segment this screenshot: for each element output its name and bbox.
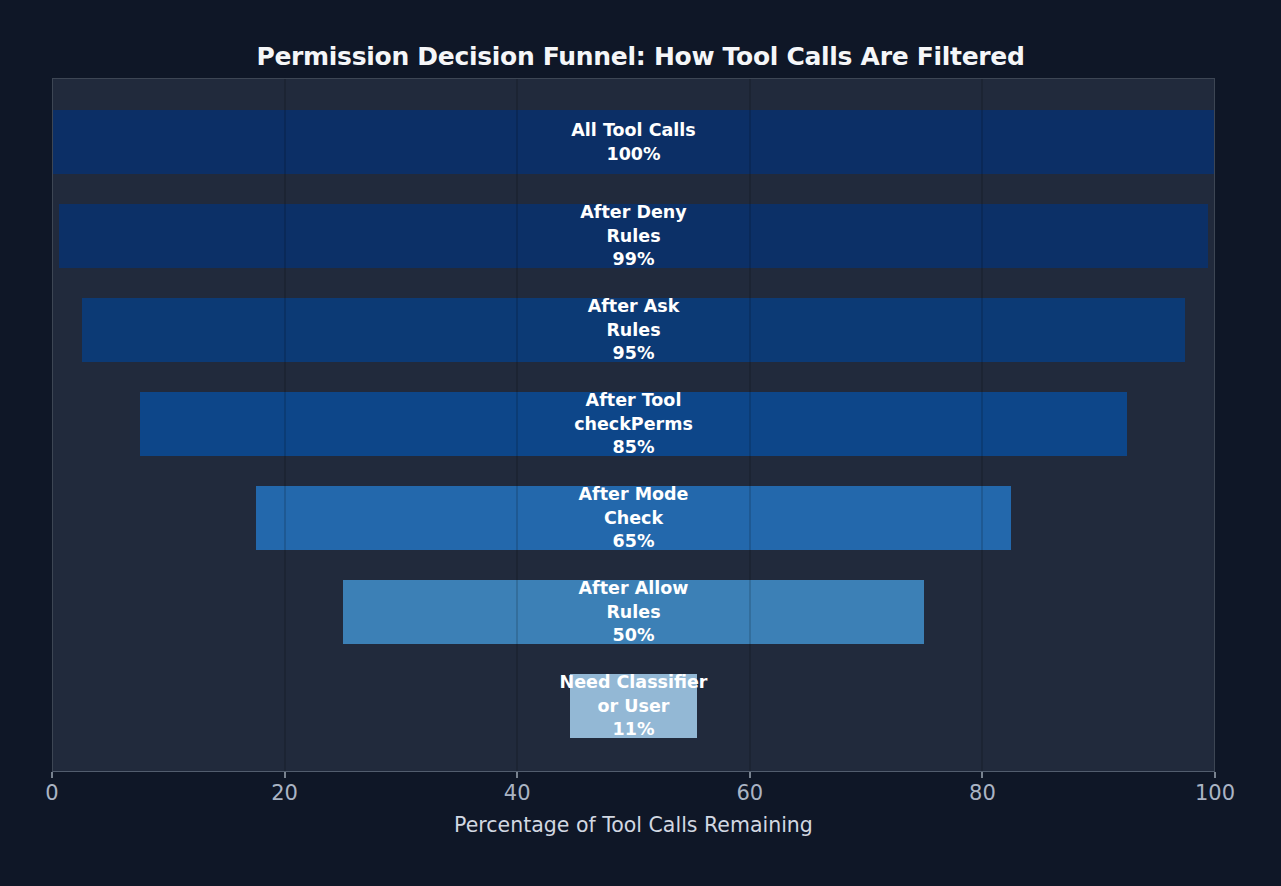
x-tick-mark xyxy=(749,772,751,778)
x-tick-label: 20 xyxy=(271,781,298,805)
bar-label-line: After Mode xyxy=(53,483,1214,507)
bar-label-line: After Deny xyxy=(53,201,1214,225)
x-tick-label: 100 xyxy=(1195,781,1235,805)
bar-label-line: 95% xyxy=(53,342,1214,366)
bar-label-line: checkPerms xyxy=(53,412,1214,436)
bar-label-line: After Tool xyxy=(53,389,1214,413)
bar-label-line: Need Classifier xyxy=(53,671,1214,695)
x-tick-mark xyxy=(284,772,286,778)
bar-label-line: All Tool Calls xyxy=(53,119,1214,143)
x-tick-label: 80 xyxy=(969,781,996,805)
bar-label-line: Rules xyxy=(53,318,1214,342)
bar-label-line: 99% xyxy=(53,248,1214,272)
bar-label: Need Classifieror User11% xyxy=(53,671,1214,742)
chart-title: Permission Decision Funnel: How Tool Cal… xyxy=(0,42,1281,71)
plot-area: All Tool Calls100%After DenyRules99%Afte… xyxy=(52,78,1215,772)
x-tick-mark xyxy=(1214,772,1216,778)
funnel-chart: Permission Decision Funnel: How Tool Cal… xyxy=(0,0,1281,886)
bar-label-line: 11% xyxy=(53,718,1214,742)
bar-label-line: Rules xyxy=(53,600,1214,624)
x-tick-mark xyxy=(51,772,53,778)
bar-label-line: or User xyxy=(53,694,1214,718)
bar-label: After AllowRules50% xyxy=(53,577,1214,648)
x-tick-mark xyxy=(516,772,518,778)
bar-label: After AskRules95% xyxy=(53,295,1214,366)
gridline xyxy=(749,79,751,771)
gridline xyxy=(516,79,518,771)
bar-label-line: After Ask xyxy=(53,295,1214,319)
bar-label-line: Rules xyxy=(53,224,1214,248)
bar-label: After ToolcheckPerms85% xyxy=(53,389,1214,460)
bar-label-line: 85% xyxy=(53,436,1214,460)
x-axis: 020406080100 xyxy=(52,772,1215,812)
bar-label-line: 100% xyxy=(53,142,1214,166)
x-tick-label: 0 xyxy=(45,781,58,805)
bar-label: After DenyRules99% xyxy=(53,201,1214,272)
bar-label-line: 50% xyxy=(53,624,1214,648)
x-tick-label: 60 xyxy=(736,781,763,805)
bar-label: All Tool Calls100% xyxy=(53,119,1214,166)
bar-label-line: 65% xyxy=(53,530,1214,554)
bar-label-line: After Allow xyxy=(53,577,1214,601)
bar-label: After ModeCheck65% xyxy=(53,483,1214,554)
x-tick-mark xyxy=(981,772,983,778)
x-tick-label: 40 xyxy=(504,781,531,805)
bar-label-line: Check xyxy=(53,506,1214,530)
gridline xyxy=(284,79,286,771)
gridline xyxy=(981,79,983,771)
x-axis-label: Percentage of Tool Calls Remaining xyxy=(52,813,1215,837)
